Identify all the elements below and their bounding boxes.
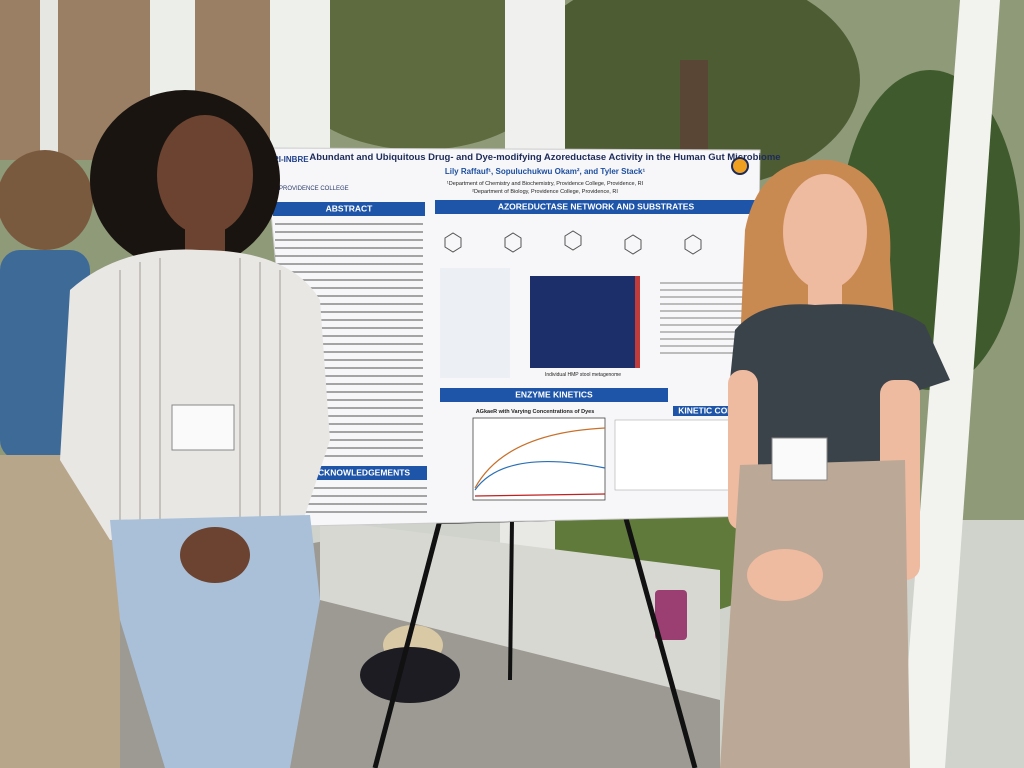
shape [504,232,522,253]
shape [444,232,462,253]
curve [474,427,606,489]
shape [624,234,642,255]
shape [110,515,320,768]
shape [0,150,93,250]
section-header [273,202,425,216]
poster-title: Abundant and Ubiquitous Drug- and Dye-mo… [309,152,780,163]
pillar [505,0,565,150]
shape [60,249,330,540]
shape [720,460,910,768]
poster-authors: Lily Raffauf¹, Sopuluchukwu Okam², and T… [445,167,646,176]
seal [731,157,749,175]
shape [180,527,250,583]
name-badge [771,437,828,481]
poster: RI-INBRE PROVIDENCE COLLEGE Abundant and… [264,147,781,527]
heatmap-scale [635,276,640,368]
person-background [0,150,120,768]
section-title: ACKNOWLEDGEMENTS [312,467,411,477]
section-header [295,466,427,480]
tree [280,0,560,150]
logo: RI-INBRE [273,155,309,164]
section-header [435,200,757,214]
window-frame [40,0,58,170]
section-title: KINETIC CONSTA [678,405,750,415]
heatmap [530,276,635,368]
kinetics-plot [472,417,606,501]
curve [474,460,606,491]
heatmap-caption: Individual HMP stool metagenome [545,372,621,378]
section-title: AZOREDUCTASE NETWORK AND SUBSTRATES [498,201,695,211]
section-title: ABSTRACT [326,203,374,213]
window-frame [900,0,1000,768]
acknowledgement-text [299,487,427,513]
shape [783,174,867,290]
network-graph [440,268,510,378]
shape [747,549,823,601]
affiliation: ²Department of Biology, Providence Colle… [472,189,618,195]
water-bottle [655,590,687,640]
easel-leg [372,519,443,768]
easel-leg [508,519,514,681]
curve [474,493,606,497]
name-badge [171,404,235,451]
affiliation: ¹Department of Chemistry and Biochemistr… [447,181,644,187]
plot-title: AGkaeR with Varying Concentrations of Dy… [476,409,595,415]
backpack [360,647,460,703]
shape [684,234,702,255]
section-title: ENZYME KINETICS [515,389,593,399]
shape [119,258,281,535]
section-header [673,406,755,416]
shape [564,230,582,251]
college-logo: PROVIDENCE COLLEGE [279,186,349,192]
tree-trunk [680,60,708,160]
section-header [440,388,668,402]
shape [157,115,253,235]
pillar [270,0,330,160]
person-right [720,159,950,768]
easel-leg [622,514,698,768]
radiator [320,520,720,700]
person-left [60,90,330,768]
structures [444,230,702,255]
